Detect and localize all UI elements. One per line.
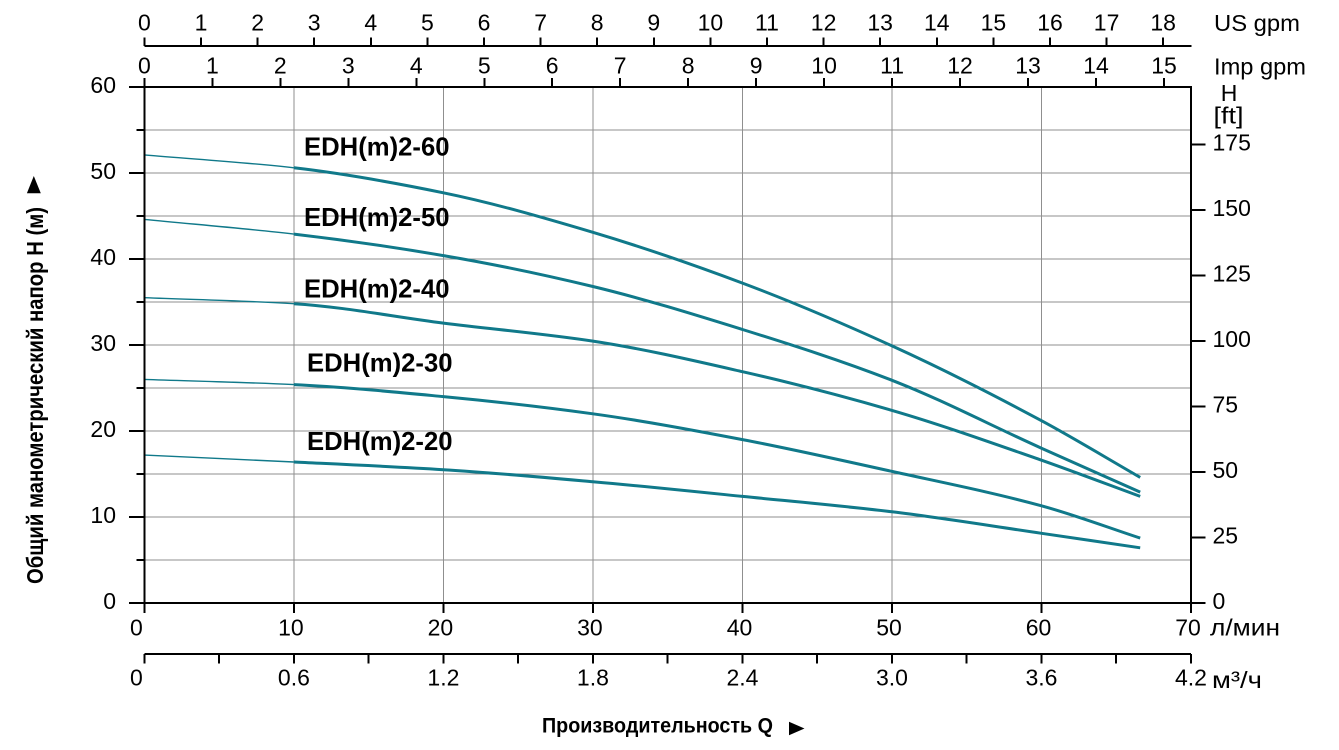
svg-text:4.2: 4.2: [1175, 665, 1207, 691]
svg-text:18: 18: [1150, 10, 1176, 36]
svg-text:7: 7: [534, 10, 547, 36]
svg-text:US gpm: US gpm: [1214, 10, 1300, 36]
svg-text:1.8: 1.8: [577, 665, 609, 691]
svg-text:10: 10: [278, 615, 304, 641]
svg-text:50: 50: [876, 615, 902, 641]
svg-text:EDH(m)2-60: EDH(m)2-60: [304, 132, 450, 162]
svg-text:30: 30: [577, 615, 603, 641]
svg-text:10: 10: [698, 10, 724, 36]
svg-text:6: 6: [546, 53, 559, 79]
svg-text:8: 8: [591, 10, 604, 36]
svg-text:0: 0: [130, 615, 143, 641]
svg-text:40: 40: [727, 615, 753, 641]
svg-text:Общий манометрический напор H: Общий манометрический напор H (м): [22, 207, 48, 584]
svg-text:0: 0: [130, 665, 143, 691]
svg-text:60: 60: [90, 72, 116, 98]
svg-text:Производительность Q: Производительность Q: [542, 715, 773, 738]
svg-text:2.4: 2.4: [727, 665, 759, 691]
svg-text:70: 70: [1175, 615, 1201, 641]
svg-text:15: 15: [1151, 53, 1177, 79]
svg-text:4: 4: [410, 53, 423, 79]
svg-text:0.6: 0.6: [278, 665, 310, 691]
svg-text:11: 11: [880, 53, 904, 79]
svg-text:1.2: 1.2: [427, 665, 459, 691]
svg-text:13: 13: [1015, 53, 1041, 79]
svg-text:12: 12: [811, 10, 837, 36]
svg-text:20: 20: [90, 416, 116, 442]
svg-text:40: 40: [90, 244, 116, 270]
svg-text:14: 14: [924, 10, 950, 36]
svg-text:[ft]: [ft]: [1214, 103, 1244, 129]
svg-text:EDH(m)2-30: EDH(m)2-30: [307, 348, 453, 378]
svg-text:3.6: 3.6: [1026, 665, 1058, 691]
svg-text:3: 3: [308, 10, 321, 36]
svg-text:75: 75: [1213, 391, 1239, 417]
svg-text:8: 8: [682, 53, 695, 79]
svg-text:2: 2: [251, 10, 264, 36]
svg-text:17: 17: [1094, 10, 1120, 36]
svg-text:30: 30: [90, 330, 116, 356]
svg-text:6: 6: [478, 10, 491, 36]
svg-text:1: 1: [195, 10, 208, 36]
svg-text:0: 0: [138, 53, 151, 79]
svg-text:л/мин: л/мин: [1210, 615, 1280, 641]
svg-text:50: 50: [90, 158, 116, 184]
svg-text:50: 50: [1213, 457, 1239, 483]
svg-text:5: 5: [478, 53, 491, 79]
svg-text:20: 20: [428, 615, 454, 641]
svg-text:175: 175: [1213, 129, 1251, 155]
svg-text:125: 125: [1213, 260, 1251, 286]
svg-text:100: 100: [1213, 326, 1251, 352]
svg-text:4: 4: [364, 10, 377, 36]
svg-text:0: 0: [138, 10, 151, 36]
svg-text:9: 9: [647, 10, 660, 36]
svg-text:10: 10: [90, 502, 116, 528]
svg-text:EDH(m)2-20: EDH(m)2-20: [307, 426, 453, 456]
svg-text:16: 16: [1037, 10, 1063, 36]
svg-text:9: 9: [750, 53, 763, 79]
svg-text:3: 3: [342, 53, 355, 79]
svg-text:м³/ч: м³/ч: [1212, 667, 1262, 693]
svg-text:5: 5: [421, 10, 434, 36]
svg-text:Imp gpm: Imp gpm: [1214, 54, 1306, 80]
svg-text:EDH(m)2-40: EDH(m)2-40: [304, 274, 450, 304]
svg-text:150: 150: [1213, 195, 1251, 221]
svg-text:0: 0: [103, 588, 116, 614]
svg-text:14: 14: [1083, 53, 1109, 79]
svg-text:10: 10: [811, 53, 837, 79]
svg-text:15: 15: [981, 10, 1007, 36]
svg-text:60: 60: [1026, 615, 1052, 641]
svg-text:3.0: 3.0: [876, 665, 908, 691]
svg-text:7: 7: [614, 53, 627, 79]
svg-text:13: 13: [867, 10, 893, 36]
svg-text:11: 11: [755, 10, 779, 36]
svg-text:25: 25: [1213, 523, 1239, 549]
svg-text:12: 12: [947, 53, 973, 79]
svg-text:H: H: [1221, 80, 1238, 106]
svg-text:EDH(m)2-50: EDH(m)2-50: [304, 202, 450, 232]
svg-text:2: 2: [274, 53, 287, 79]
svg-text:0: 0: [1213, 588, 1226, 614]
svg-text:1: 1: [206, 53, 219, 79]
